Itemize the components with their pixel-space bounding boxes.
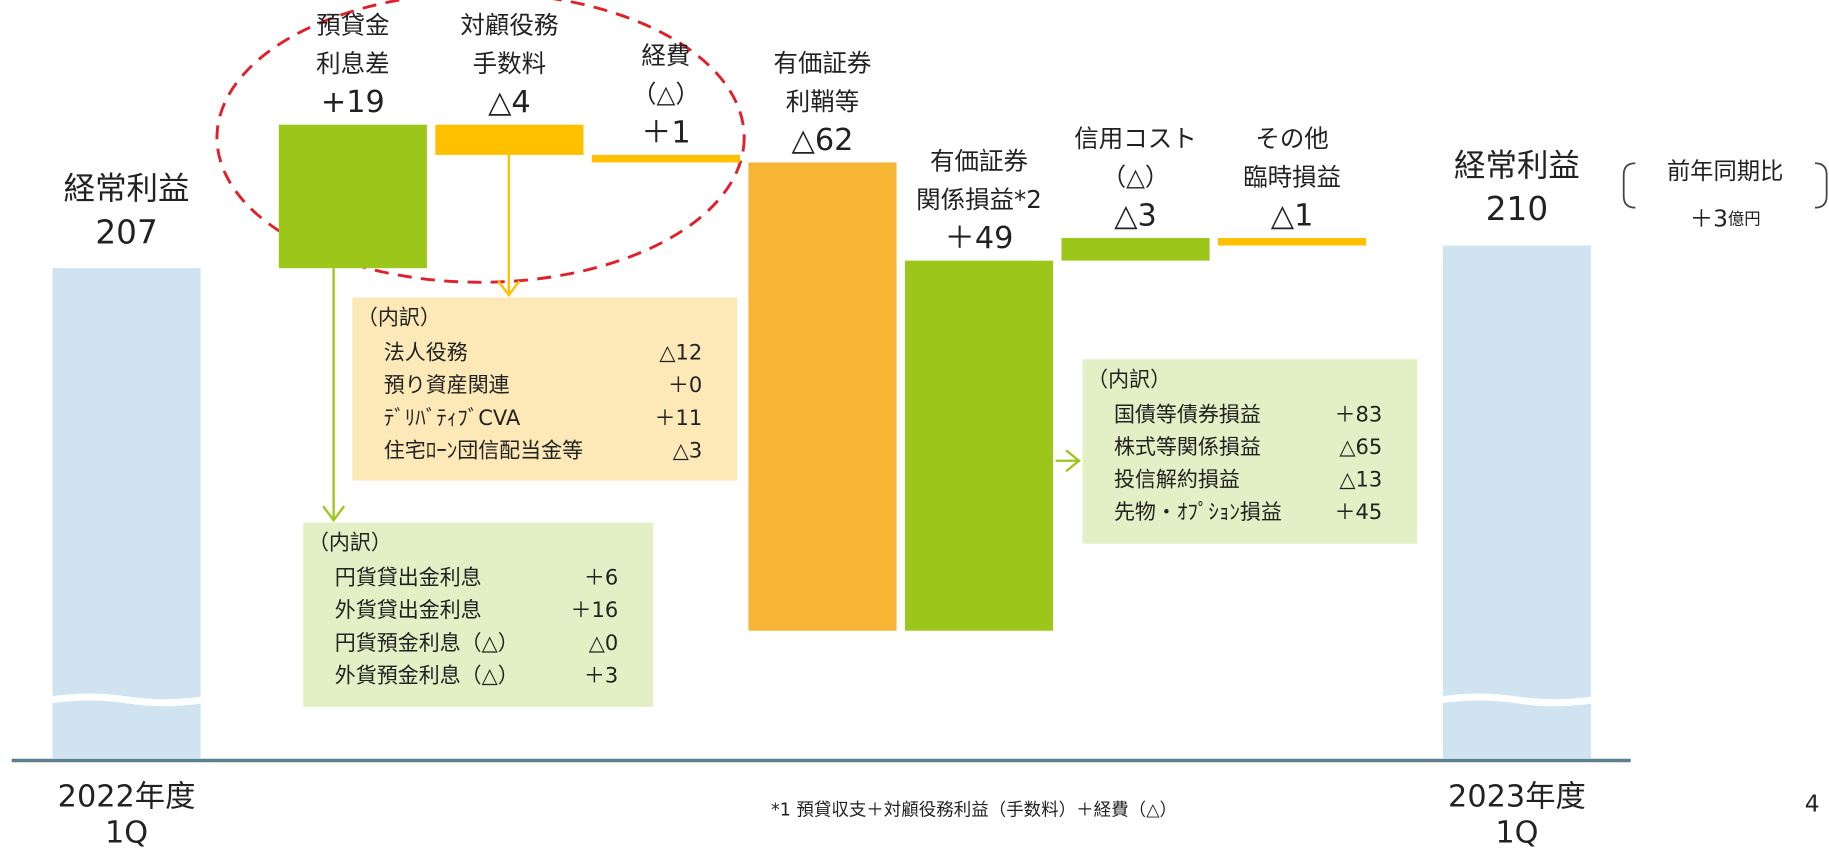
total-name: 経常利益 (1454, 148, 1580, 184)
breakdown-item: 住宅ﾛｰﾝ団信配当金等 (384, 438, 583, 462)
category-label: 有価証券 (930, 147, 1028, 176)
value-label: △4 (488, 85, 531, 120)
breakdown-value: △12 (659, 340, 702, 364)
breakdown-item: 円貨預金利息（△） (335, 631, 519, 655)
breakdown-title: （内訳） (308, 531, 392, 555)
breakdown-value: ＋3 (584, 664, 618, 688)
value-label: △3 (1114, 198, 1157, 233)
waterfall-bar (904, 260, 1054, 631)
category-label: その他 (1255, 124, 1328, 153)
value-label: △62 (792, 123, 854, 158)
waterfall-bar (1218, 237, 1367, 246)
arrow-head (497, 280, 521, 298)
period-label: 2022年度 (58, 779, 196, 814)
breakdown-box (1082, 359, 1418, 544)
bracket-right (1814, 162, 1828, 209)
breakdown-value: ＋0 (668, 373, 702, 397)
breakdown-value: △13 (1339, 468, 1382, 492)
category-label: 信用コスト (1074, 124, 1196, 153)
breakdown-value: ＋83 (1335, 402, 1383, 426)
breakdown-item: 外貨貸出金利息 (335, 598, 482, 622)
category-label: 臨時損益 (1243, 162, 1341, 191)
category-label: （△） (632, 79, 700, 108)
category-label: 有価証券 (773, 48, 871, 77)
breakdown-item: 国債等債券損益 (1114, 402, 1261, 426)
breakdown-title: （内訳） (1087, 367, 1171, 391)
total-name: 経常利益 (64, 171, 190, 207)
category-label: 関係損益*2 (916, 185, 1042, 214)
category-label: 預貸金 (316, 11, 389, 40)
category-label: 利息差 (316, 49, 389, 78)
category-label: 手数料 (473, 49, 546, 78)
breakdown-value: ＋6 (584, 566, 618, 590)
comparison-number: ＋3 (1690, 205, 1728, 232)
waterfall-bar (591, 154, 741, 163)
axis-break (50, 693, 203, 707)
total-value: 210 (1486, 190, 1548, 228)
breakdown-value: ＋16 (571, 598, 619, 622)
breakdown-value: ＋45 (1335, 500, 1383, 524)
breakdown-value: △0 (589, 631, 619, 655)
value-label: ＋49 (945, 221, 1014, 256)
comparison-title: 前年同期比 (1667, 158, 1784, 185)
waterfall-bar (748, 162, 897, 631)
category-label: 経費 (641, 41, 690, 70)
axis-break (1440, 693, 1594, 707)
value-label: +19 (321, 85, 385, 120)
category-label: 利鞘等 (786, 87, 859, 116)
category-label: 対顧役務 (460, 11, 558, 40)
breakdown-value: ＋11 (655, 406, 703, 430)
breakdown-item: 預り資産関連 (384, 373, 510, 397)
period-label: 2023年度 (1448, 779, 1586, 814)
breakdown-item: 投信解約損益 (1114, 468, 1240, 492)
comparison-unit: 億円 (1728, 209, 1761, 228)
category-label: （△） (1102, 162, 1170, 191)
waterfall-bar (435, 124, 584, 155)
breakdown-title: （内訳） (357, 305, 441, 329)
breakdown-item: 先物・ｵﾌﾟｼｮﾝ損益 (1114, 500, 1282, 524)
highlight-ellipse (215, 0, 746, 284)
bracket-left (1622, 162, 1636, 209)
footnote: *1 預貸収支＋対顧役務利益（手数料）＋経費（△） (771, 801, 1177, 821)
arrow-head (1065, 449, 1081, 473)
value-label: △1 (1271, 198, 1314, 233)
breakdown-value: △3 (673, 438, 703, 462)
breakdown-box (303, 522, 654, 707)
breakdown-item: 法人役務 (384, 340, 468, 364)
breakdown-item: 株式等関係損益 (1114, 435, 1261, 459)
total-bar (1442, 245, 1592, 759)
total-bar (52, 268, 201, 759)
total-value: 207 (95, 213, 157, 251)
waterfall-bar (278, 124, 427, 269)
period-label: 1Q (105, 816, 148, 848)
breakdown-item: 外貨預金利息（△） (335, 664, 519, 688)
value-label: ＋1 (641, 115, 691, 150)
breakdown-value: △65 (1339, 435, 1382, 459)
period-label: 1Q (1495, 816, 1538, 848)
breakdown-item: 円貨貸出金利息 (335, 566, 482, 590)
comparison-value: ＋3億円 (1690, 205, 1761, 232)
page-number: 4 (1805, 790, 1820, 817)
waterfall-bar (1061, 237, 1210, 261)
breakdown-item: ﾃﾞﾘﾊﾞﾃｨﾌﾞCVA (384, 406, 521, 430)
breakdown-box (352, 297, 738, 481)
arrow-head (322, 505, 346, 523)
